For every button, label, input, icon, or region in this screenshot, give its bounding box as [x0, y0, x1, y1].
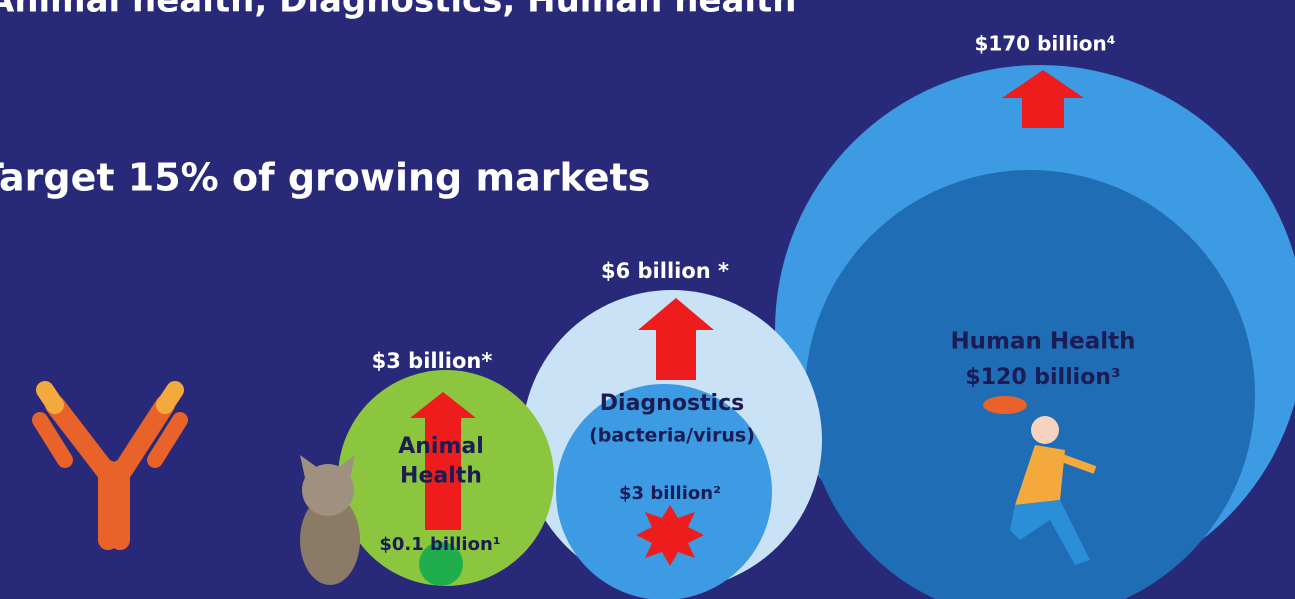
- market-name: Diagnostics: [600, 391, 744, 416]
- market-detail: (bacteria/virus): [589, 425, 755, 447]
- target-value: $3 billion*: [372, 349, 493, 373]
- target-value: $170 billion⁴: [974, 32, 1115, 56]
- virus-icon: [636, 505, 704, 566]
- market-name: Human Health: [950, 329, 1135, 355]
- current-value: $3 billion²: [619, 483, 721, 504]
- current-value: $120 billion³: [965, 365, 1120, 390]
- subtitle: Target 15% of growing markets: [0, 156, 650, 200]
- target-value: $6 billion *: [601, 259, 729, 283]
- current-value: $0.1 billion¹: [379, 534, 500, 555]
- slide: Animal health, Diagnostics, Human health…: [0, 0, 1295, 599]
- page: Animal health, Diagnostics, Human health…: [0, 0, 1295, 599]
- title: Animal health, Diagnostics, Human health: [0, 0, 797, 21]
